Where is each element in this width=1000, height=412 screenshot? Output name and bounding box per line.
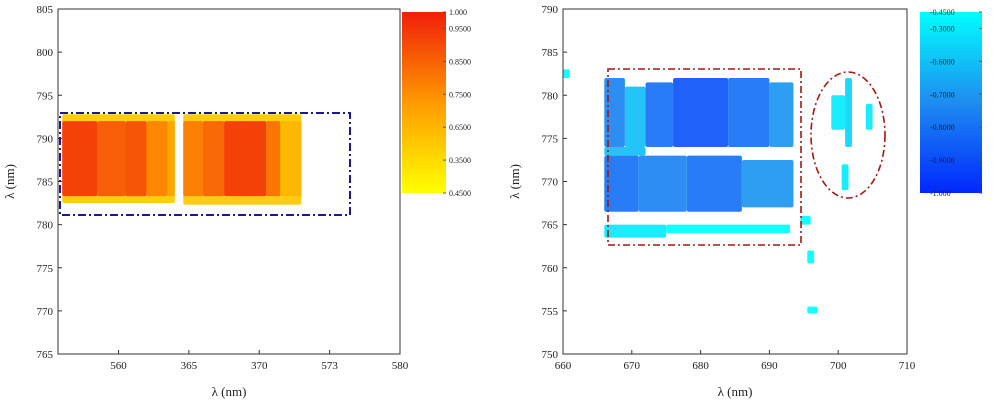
heat-region	[604, 155, 639, 212]
y-tick-label: 755	[542, 306, 559, 318]
colorbar-tick-label: 0.7500	[449, 90, 471, 99]
colorbar-tick-label: -0.4500	[930, 8, 955, 17]
heat-region	[266, 121, 281, 197]
y-tick-label: 805	[37, 4, 54, 16]
heat-region	[146, 121, 168, 197]
heat-region	[845, 78, 852, 147]
y-tick-label: 790	[37, 133, 54, 145]
heat-region	[604, 147, 646, 156]
left-panel: 560 365 370 573 580 765 770 775 780 785 790 795 800 8…	[2, 4, 471, 399]
heat-region	[125, 121, 147, 197]
colorbar-tick-label: -1.000	[930, 189, 951, 198]
x-tick-label: 690	[761, 360, 778, 372]
x-tick-label: 573	[321, 360, 338, 372]
heat-region	[769, 82, 794, 147]
heat-region	[624, 86, 646, 147]
colorbar-tick-label: -0.8000	[930, 123, 955, 132]
colorbar-tick-label: 1.000	[449, 8, 467, 17]
y-tick-label: 765	[542, 220, 559, 232]
colorbar-tick-label: 0.3500	[449, 156, 471, 165]
heat-region	[97, 121, 126, 197]
y-tick-label: 760	[542, 263, 559, 275]
heat-region	[280, 121, 302, 197]
x-tick-label: 660	[555, 360, 572, 372]
x-axis-label: λ (nm)	[718, 384, 753, 399]
heat-region	[202, 121, 225, 197]
colorbar-tick-label: -0.3000	[930, 24, 955, 33]
y-tick-label: 750	[542, 349, 559, 361]
colorbar-tick-label: 0.6500	[449, 123, 471, 132]
heat-region	[638, 155, 687, 212]
heat-region	[604, 224, 667, 238]
heat-region	[686, 155, 742, 212]
right-panel: 660 670 680 690 700 710 750 755 760 765 770 775 780 7…	[507, 4, 982, 399]
x-tick-label: 365	[181, 360, 198, 372]
y-tick-label: 775	[37, 263, 54, 275]
y-tick-label: 770	[37, 306, 54, 318]
colorbar-tick-label: -0.6000	[930, 57, 955, 66]
y-tick-label: 780	[37, 220, 54, 232]
x-tick-label: 580	[392, 360, 409, 372]
y-axis-label: λ (nm)	[507, 164, 522, 199]
colorbar	[402, 12, 446, 193]
y-tick-label: 765	[37, 349, 54, 361]
x-tick-label: 370	[251, 360, 268, 372]
x-tick-label: 680	[692, 360, 709, 372]
heat-region	[224, 121, 267, 197]
colorbar	[920, 12, 982, 193]
colorbar-tick-label: 0.9500	[449, 24, 471, 33]
y-tick-label: 785	[37, 177, 54, 189]
x-axis-label: λ (nm)	[212, 384, 247, 399]
y-tick-label: 795	[37, 90, 54, 102]
heat-region	[673, 78, 729, 147]
y-tick-label: 770	[542, 177, 559, 189]
heat-region	[841, 164, 849, 191]
y-tick-label: 780	[542, 90, 559, 102]
x-tick-label: 560	[110, 360, 127, 372]
heat-region	[167, 121, 175, 197]
y-axis-label: λ (nm)	[2, 164, 17, 199]
y-tick-label: 785	[542, 47, 559, 59]
x-tick-label: 710	[899, 360, 916, 372]
heat-region	[741, 159, 794, 208]
colorbar-tick-label: -0.7000	[930, 90, 955, 99]
x-tick-label: 700	[830, 360, 847, 372]
y-tick-label: 775	[542, 133, 559, 145]
heat-region	[728, 78, 770, 147]
y-tick-label: 800	[37, 47, 54, 59]
colorbar-tick-label: 0.8500	[449, 57, 471, 66]
y-tick-label: 790	[542, 4, 559, 16]
heat-region	[807, 306, 818, 314]
heat-region	[800, 216, 811, 225]
highlight-box	[59, 112, 351, 216]
highlight-box	[607, 68, 802, 246]
heat-region	[563, 69, 570, 78]
heat-region	[807, 250, 815, 264]
heat-region	[183, 121, 203, 197]
heat-region	[604, 78, 625, 147]
heat-region	[666, 224, 791, 234]
x-tick-label: 670	[624, 360, 641, 372]
highlight-ellipse	[810, 71, 886, 199]
colorbar-tick-label: -0.9000	[930, 156, 955, 165]
colorbar-tick-label: 0.4500	[449, 189, 471, 198]
heat-region	[831, 95, 846, 130]
heat-region	[645, 82, 674, 147]
heat-region	[62, 121, 98, 197]
heat-region	[865, 103, 873, 130]
